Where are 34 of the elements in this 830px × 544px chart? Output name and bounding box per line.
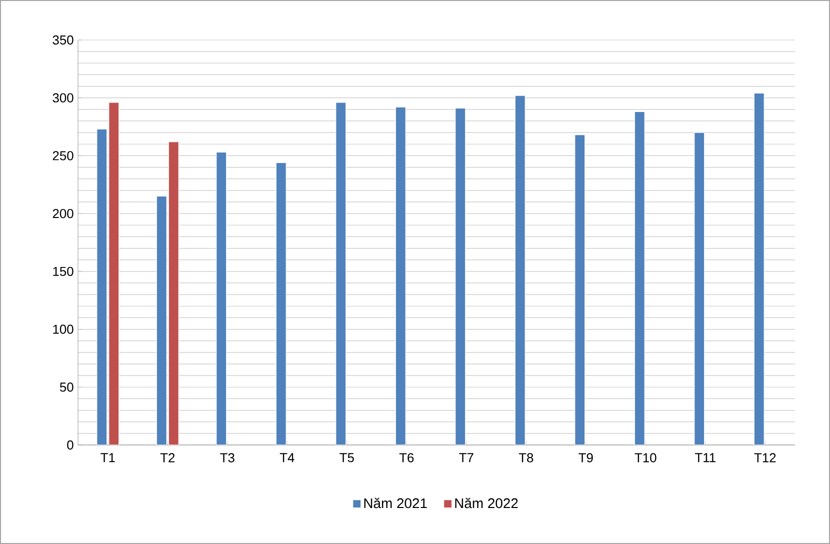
bar [216,152,227,445]
bar [574,134,586,445]
x-tick-label: T11 [695,453,716,462]
y-tick-label: 0 [67,440,74,450]
x-tick-label: T9 [578,453,593,462]
x-tick-label: T10 [634,453,656,462]
legend-label: Năm 2022 [455,498,518,508]
y-tick-label: 250 [52,151,74,160]
x-tick-label: T7 [459,453,474,462]
x-tick-label: T4 [280,453,294,462]
y-tick-label: 50 [60,382,74,392]
x-tick-label: T3 [220,453,234,462]
bar [514,95,526,445]
y-tick-label: 300 [52,93,74,102]
y-tick-label: 100 [53,324,74,334]
x-tick-label: T8 [518,453,534,462]
bar [455,108,466,445]
x-tick-label: T1 [100,453,115,462]
bar [634,111,645,445]
bar [694,132,705,445]
bar [395,106,406,445]
x-tick-label: T2 [160,453,175,462]
bar [276,162,286,445]
bar [336,102,346,445]
y-tick-label: 150 [53,266,74,276]
legend-label: Năm 2021 [364,498,427,508]
y-tick-label: 350 [52,35,74,45]
bar [156,196,167,445]
x-tick-label: T12 [754,453,776,462]
bar [96,128,108,445]
x-tick-label: T6 [399,453,414,462]
y-tick-label: 200 [52,208,74,218]
bar [754,92,764,445]
x-tick-label: T5 [340,453,354,462]
